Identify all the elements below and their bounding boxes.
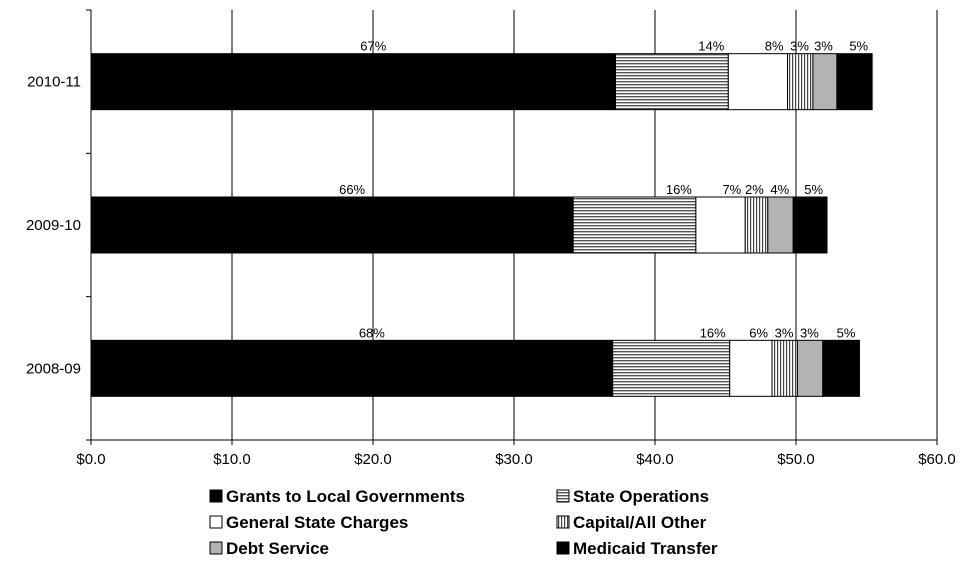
x-tick-label: $20.0 [354, 451, 392, 468]
percent-label: 3% [814, 39, 833, 54]
percent-label: 5% [804, 182, 823, 197]
x-tick-label: $10.0 [213, 451, 251, 468]
x-tick-label: $50.0 [777, 451, 815, 468]
bar-segment [90, 339, 614, 397]
percent-label: 66% [339, 182, 365, 197]
percent-label: 7% [722, 182, 741, 197]
bar-segment [615, 53, 729, 111]
percent-label: 3% [800, 325, 819, 340]
category-labels: 2010-11 2009-10 2008-09 [26, 74, 81, 378]
legend-swatch [209, 515, 223, 529]
bar-segment [729, 339, 773, 397]
bar-segment [744, 196, 769, 254]
category-label: 2009-10 [26, 217, 81, 234]
category-label: 2008-09 [26, 360, 81, 377]
percent-label: 8% [765, 39, 784, 54]
x-tick-labels: $0.0 $10.0 $20.0 $30.0 $40.0 $50.0 $60.0 [76, 451, 955, 468]
bar-segment [767, 196, 794, 254]
legend-swatch [209, 489, 223, 503]
legend-swatch [556, 489, 570, 503]
x-tick-label: $60.0 [918, 451, 956, 468]
x-tick-label: $0.0 [76, 451, 105, 468]
bar-segment [822, 339, 860, 397]
percent-label: 14% [698, 39, 724, 54]
percent-label: 5% [849, 39, 868, 54]
bars [90, 53, 873, 397]
legend-label: State Operations [573, 487, 709, 506]
legend: Grants to Local Governments State Operati… [209, 487, 718, 558]
bar-segment [792, 196, 828, 254]
bar-segment [695, 196, 746, 254]
legend-swatch [556, 515, 570, 529]
percent-label: 6% [749, 325, 768, 340]
bar-segment [796, 339, 824, 397]
percent-label: 3% [790, 39, 809, 54]
axes [86, 9, 938, 445]
percent-label: 5% [837, 325, 856, 340]
legend-label: Grants to Local Governments [226, 487, 465, 506]
bar-segment [612, 339, 731, 397]
bar-segment [90, 53, 617, 111]
legend-swatch [556, 541, 570, 555]
legend-label: Capital/All Other [573, 513, 707, 532]
bar-segment [787, 53, 814, 111]
x-tick-label: $40.0 [636, 451, 674, 468]
bar-segment [836, 53, 873, 111]
bar-segment [771, 339, 798, 397]
percent-label: 16% [700, 325, 726, 340]
legend-swatch [209, 541, 223, 555]
percent-label: 67% [360, 39, 386, 54]
bar-segment [572, 196, 697, 254]
percent-labels: 67% 14% 8% 3% 3% 5% 66% 16% 7% 2% 4% 5% 68% 16% 6% 3% 3%… [339, 39, 868, 341]
percent-label: 16% [666, 182, 692, 197]
legend-label: Medicaid Transfer [573, 539, 718, 558]
percent-label: 2% [745, 182, 764, 197]
percent-label: 4% [770, 182, 789, 197]
bar-segment [727, 53, 789, 111]
category-label: 2010-11 [27, 74, 81, 91]
x-tick-label: $30.0 [495, 451, 533, 468]
legend-label: Debt Service [226, 539, 329, 558]
bar-segment [812, 53, 838, 111]
bar-segment [90, 196, 574, 254]
percent-label: 3% [775, 325, 794, 340]
percent-label: 68% [359, 325, 385, 340]
legend-label: General State Charges [226, 513, 408, 532]
